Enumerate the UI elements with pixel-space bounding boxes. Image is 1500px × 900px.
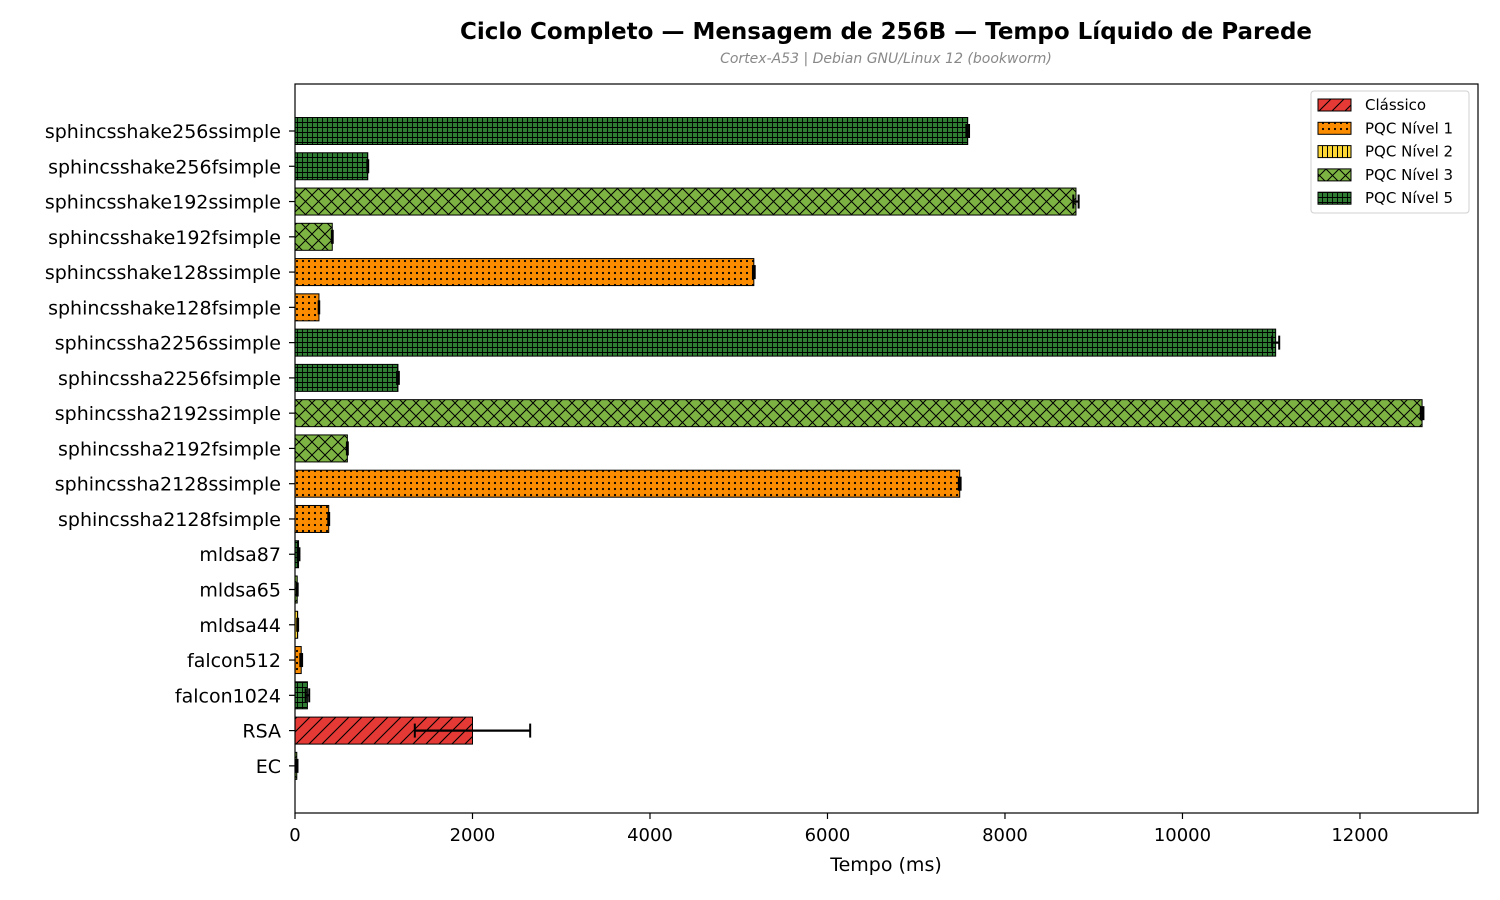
bar-sphincsshake256ssimple <box>294 117 969 145</box>
error-bar-sphincssha2128fsimple <box>327 511 331 526</box>
y-tick-label: sphincssha2192ssimple <box>55 403 281 425</box>
y-tick-label: sphincsshake256fsimple <box>48 156 281 178</box>
bar-sphincssha2256fsimple <box>294 363 399 392</box>
bar-sphincssha2192fsimple <box>294 434 348 463</box>
bar-sphincssha2128ssimple <box>294 469 961 498</box>
x-tick-label: 10000 <box>1154 825 1211 846</box>
bar-sphincsshake192ssimple <box>294 187 1077 216</box>
error-bar-sphincsshake256fsimple <box>366 159 370 174</box>
y-tick-label: sphincsshake128fsimple <box>48 297 281 319</box>
y-tick-label: EC <box>256 756 281 778</box>
y-tick-label: falcon512 <box>187 650 281 672</box>
y-tick-label: sphincsshake256ssimple <box>45 121 281 143</box>
y-tick-label: sphincssha2192fsimple <box>58 438 281 460</box>
error-bars-layer <box>295 124 1425 773</box>
y-tick-label: RSA <box>242 721 281 743</box>
chart-subtitle: Cortex-A53 | Debian GNU/Linux 12 (bookwo… <box>720 51 1052 67</box>
y-tick-label: sphincsshake192fsimple <box>48 227 281 249</box>
x-axis-label: Tempo (ms) <box>829 854 942 876</box>
y-tick-label: mldsa87 <box>199 544 281 566</box>
legend-frame <box>1310 90 1470 214</box>
error-bar-sphincsshake128fsimple <box>317 300 321 315</box>
bar-sphincsshake256fsimple <box>294 152 369 181</box>
error-bar-mldsa65 <box>295 582 299 597</box>
y-tick-label: mldsa65 <box>199 580 281 602</box>
bar-sphincsshake128ssimple <box>294 258 755 287</box>
legend-label-n1: PQC Nível 1 <box>1365 119 1453 137</box>
error-bar-sphincssha2256ssimple <box>1271 335 1281 350</box>
y-tick-label: sphincsshake192ssimple <box>45 192 281 214</box>
legend-swatch-n1 <box>1317 121 1352 135</box>
error-bar-sphincsshake256ssimple <box>965 124 971 138</box>
error-bar-falcon1024 <box>304 688 311 703</box>
y-axis: sphincsshake256ssimple sphincsshake256fsi… <box>45 121 295 778</box>
bar-sphincsshake128fsimple <box>294 293 320 322</box>
y-tick-label: falcon1024 <box>175 685 281 707</box>
x-tick-label: 4000 <box>627 825 673 846</box>
legend-label-n3: PQC Nível 3 <box>1365 166 1453 184</box>
y-tick-label: sphincssha2256fsimple <box>58 368 281 390</box>
error-bar-sphincssha2128ssimple <box>957 476 962 491</box>
legend-swatch-n3 <box>1317 168 1352 182</box>
x-tick-label: 12000 <box>1331 825 1388 846</box>
bars-layer <box>294 117 1423 780</box>
y-tick-label: sphincssha2256ssimple <box>55 333 281 355</box>
legend-label-classico: Clássico <box>1365 96 1426 114</box>
bar-sphincssha2256ssimple <box>294 328 1277 357</box>
error-bar-sphincsshake128ssimple <box>751 265 756 280</box>
bar-sphincssha2128fsimple <box>294 504 330 533</box>
x-tick-label: 8000 <box>982 825 1028 846</box>
legend-label-n5: PQC Nível 5 <box>1365 189 1453 207</box>
error-bar-mldsa44 <box>296 617 300 632</box>
x-tick-label: 0 <box>289 825 300 846</box>
y-tick-label: mldsa44 <box>199 615 281 637</box>
error-bar-sphincsshake192ssimple <box>1072 194 1080 209</box>
error-bar-sphincsshake192fsimple <box>330 229 334 244</box>
legend-swatch-classico <box>1317 98 1352 112</box>
legend-swatch-n5 <box>1317 191 1352 205</box>
error-bar-sphincssha2192fsimple <box>345 441 349 456</box>
y-tick-label: sphincssha2128ssimple <box>55 474 281 496</box>
error-bar-falcon512 <box>299 653 304 668</box>
chart-title: Ciclo Completo — Mensagem de 256B — Temp… <box>459 19 1313 45</box>
legend-swatch-n2 <box>1317 145 1352 159</box>
y-tick-label: sphincsshake128ssimple <box>45 262 281 284</box>
x-axis: 0 2000 4000 6000 8000 10000 12000 <box>289 813 1389 846</box>
legend-label-n2: PQC Nível 2 <box>1365 143 1453 161</box>
x-tick-label: 6000 <box>805 825 851 846</box>
legend: Clássico PQC Nível 1 PQC Nível 2 PQC Nível … <box>1310 90 1470 214</box>
bar-sphincssha2192ssimple <box>294 399 1423 428</box>
x-tick-label: 2000 <box>450 825 496 846</box>
bar-sphincsshake192fsimple <box>294 222 333 251</box>
error-bar-RSA <box>413 723 532 738</box>
error-bar-sphincssha2256fsimple <box>396 370 400 385</box>
error-bar-mldsa87 <box>296 547 301 562</box>
error-bar-EC <box>295 758 299 773</box>
error-bar-sphincssha2192ssimple <box>1419 406 1425 421</box>
y-tick-label: sphincssha2128fsimple <box>58 509 281 531</box>
